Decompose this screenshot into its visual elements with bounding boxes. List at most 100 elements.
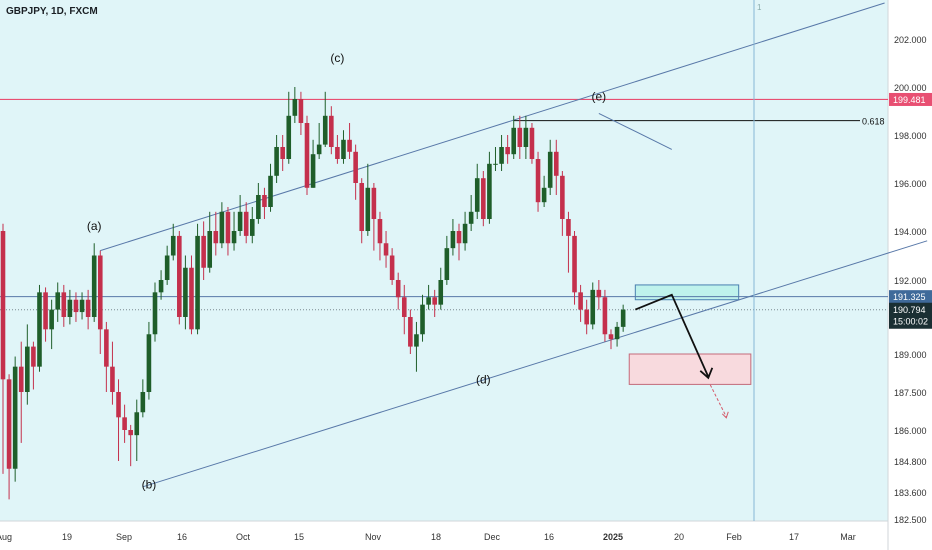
candle-body	[195, 235, 200, 330]
candle-body	[18, 366, 24, 392]
candle-body	[256, 195, 261, 219]
x-tick-label: 20	[674, 532, 684, 542]
candle-body	[395, 280, 401, 298]
x-tick-label: Mar	[840, 532, 856, 542]
wave-label-c: (c)	[330, 51, 344, 65]
candle-body	[541, 187, 547, 203]
candle-body	[12, 366, 18, 469]
candle-body	[602, 297, 608, 335]
y-tick-label: 186.000	[894, 426, 927, 436]
candle-body	[590, 289, 596, 325]
y-tick-label: 189.000	[894, 350, 927, 360]
x-tick-label: 2025	[603, 532, 623, 542]
x-tick-label: 15	[294, 532, 304, 542]
candle-body	[110, 366, 115, 392]
candle-body	[61, 292, 67, 317]
candle-body	[207, 231, 213, 268]
candle-body	[620, 309, 626, 327]
secondary-arrowhead-icon	[721, 411, 729, 419]
projection-path	[634, 293, 710, 378]
candle-body	[122, 417, 127, 430]
candle-body	[262, 195, 267, 207]
candle-body	[219, 211, 225, 244]
candle-body	[474, 178, 480, 212]
candle-body	[231, 231, 237, 244]
candle-body	[322, 115, 328, 145]
lines-layer: 0.618 1	[0, 0, 928, 521]
candle-body	[304, 123, 310, 188]
candle-body	[401, 297, 407, 317]
candle-body	[493, 163, 498, 165]
x-tick-label: 16	[177, 532, 187, 542]
symbol-title: GBPJPY, 1D, FXCM	[6, 6, 98, 17]
wave-label-b: (b)	[142, 477, 157, 491]
candle-body	[481, 178, 486, 219]
x-tick-label: Aug	[0, 532, 12, 542]
y-tick-label: 183.600	[894, 488, 927, 498]
x-tick-label: 17	[789, 532, 799, 542]
wave-label-d: (d)	[476, 372, 491, 386]
candle-body	[614, 326, 620, 340]
candle-body	[505, 147, 510, 155]
candle-body	[444, 248, 450, 280]
resistance-price-label-bg	[889, 92, 932, 106]
candle-body	[49, 309, 54, 330]
time-axis-panel	[0, 521, 888, 550]
candle-body	[408, 317, 413, 347]
cursor-mark: 1	[757, 3, 762, 12]
candle-body	[280, 147, 285, 159]
candle-body	[134, 412, 140, 436]
candle-body	[213, 231, 219, 244]
countdown-label: 15:00:02	[893, 317, 928, 327]
candle-body	[389, 255, 395, 280]
candle-body	[511, 127, 517, 155]
current-price-label: 191.325	[893, 292, 926, 302]
candle-body	[566, 219, 571, 236]
candle-body	[97, 255, 103, 330]
resistance-price-label: 199.481	[893, 95, 926, 105]
candle-body	[456, 231, 462, 244]
x-tick-label: Nov	[365, 532, 382, 542]
candle-body	[0, 231, 6, 380]
candle-body	[499, 147, 504, 164]
overlay-layer: (a) (b) (c) (d) (e)	[87, 51, 729, 491]
candle-body	[487, 163, 492, 219]
candle-body	[237, 211, 243, 231]
candle-body	[535, 159, 541, 203]
projection-arrowhead-icon	[699, 367, 714, 380]
candle-body	[316, 144, 322, 155]
candle-body	[25, 346, 30, 392]
candle-body	[249, 219, 255, 236]
channel-lower-line	[142, 240, 928, 488]
candle-body	[104, 329, 109, 367]
candle-body	[286, 115, 292, 159]
y-tick-label: 184.800	[894, 457, 927, 467]
candle-body	[158, 280, 164, 293]
y-tick-label: 202.000	[894, 35, 927, 45]
candle-body	[414, 334, 419, 347]
candle-body	[37, 292, 42, 367]
candle-body	[6, 379, 12, 469]
secondary-projection-line	[709, 384, 727, 418]
candle-body	[560, 175, 565, 219]
candle-body	[359, 183, 365, 231]
candle-body	[310, 154, 316, 188]
candle-body	[377, 219, 383, 244]
candle-body	[347, 139, 352, 152]
candle-body	[547, 151, 553, 188]
candle-body	[438, 280, 444, 305]
candle-body	[584, 309, 589, 325]
candle-body	[450, 231, 456, 249]
price-axis: 202.000 200.000 198.000 196.000 194.000 192.0…	[894, 35, 927, 525]
wave-e-trendline	[598, 112, 673, 150]
candle-body	[335, 147, 340, 159]
candles-layer	[0, 87, 626, 500]
x-tick-label: Feb	[726, 532, 742, 542]
time-axis: Aug 19 Sep 16 Oct 15 Nov 18 Dec 16 2025 20 Feb 17 Mar	[0, 532, 856, 542]
candle-body	[292, 99, 298, 116]
candle-body	[523, 127, 529, 147]
candle-body	[170, 235, 176, 256]
candle-body	[146, 334, 152, 392]
current-price-label-bg	[889, 290, 932, 304]
